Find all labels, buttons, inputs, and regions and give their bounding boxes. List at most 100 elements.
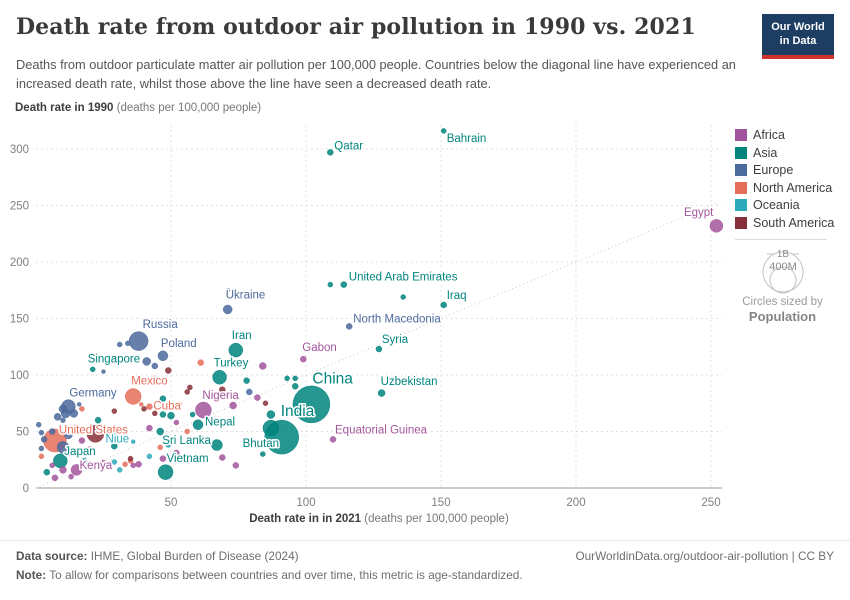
data-point[interactable] (243, 377, 250, 384)
data-point[interactable] (38, 429, 45, 436)
legend-item-europe[interactable]: Europe (735, 164, 835, 177)
data-point[interactable] (40, 436, 48, 443)
data-point[interactable] (196, 435, 205, 444)
data-point[interactable] (60, 417, 66, 423)
data-point[interactable] (189, 411, 196, 418)
data-point[interactable] (122, 461, 128, 468)
data-point[interactable] (59, 466, 67, 474)
data-point-iraq[interactable] (440, 301, 447, 309)
data-point-united-states[interactable] (43, 428, 67, 453)
data-point[interactable] (229, 401, 237, 410)
data-point-bahrain[interactable] (440, 128, 447, 134)
data-point-nepal[interactable] (192, 419, 204, 430)
data-point[interactable] (111, 459, 118, 465)
data-point[interactable] (68, 473, 74, 480)
data-point[interactable] (85, 446, 95, 455)
data-point-germany[interactable] (61, 399, 76, 414)
data-point[interactable] (48, 428, 56, 435)
data-point-qatar[interactable] (327, 149, 334, 156)
data-point[interactable] (232, 462, 240, 469)
data-point[interactable] (167, 411, 175, 420)
data-point[interactable] (159, 411, 167, 418)
data-point[interactable] (165, 367, 172, 374)
data-point[interactable] (254, 394, 261, 401)
data-point[interactable] (152, 410, 158, 417)
data-point[interactable] (146, 424, 153, 432)
data-point[interactable] (35, 421, 42, 428)
data-point-iran[interactable] (228, 342, 244, 358)
data-point[interactable] (176, 401, 182, 408)
data-point[interactable] (108, 437, 115, 444)
data-point[interactable] (94, 416, 102, 424)
data-point[interactable] (262, 419, 280, 437)
data-point[interactable] (76, 402, 82, 407)
legend-item-oceania[interactable]: Oceania (735, 199, 835, 212)
data-point[interactable] (400, 294, 406, 300)
data-point[interactable] (56, 441, 70, 454)
data-point-uzbekistan[interactable] (377, 389, 386, 397)
data-point[interactable] (165, 442, 172, 448)
data-point-ukraine[interactable] (222, 304, 233, 315)
data-point[interactable] (219, 454, 226, 461)
data-point[interactable] (38, 445, 45, 452)
data-point[interactable] (246, 388, 253, 396)
owid-link[interactable]: OurWorldinData.org/outdoor-air-pollution… (575, 549, 834, 563)
data-point[interactable] (142, 357, 151, 366)
data-point[interactable] (125, 340, 131, 347)
data-point[interactable] (266, 410, 276, 419)
data-point-united-arab-emirates[interactable] (340, 281, 348, 288)
data-point[interactable] (79, 406, 85, 412)
data-point[interactable] (291, 383, 299, 390)
data-point-niue[interactable] (130, 439, 136, 444)
data-point[interactable] (81, 457, 88, 465)
data-point-bhutan[interactable] (260, 451, 266, 457)
data-point[interactable] (135, 461, 142, 468)
data-point[interactable] (173, 419, 180, 426)
data-point-equatorial-guinea[interactable] (329, 436, 337, 443)
data-point[interactable] (100, 459, 107, 467)
data-point[interactable] (219, 386, 226, 393)
data-point-poland[interactable] (157, 350, 169, 362)
data-point-syria[interactable] (375, 345, 383, 353)
data-point[interactable] (60, 408, 71, 419)
data-point[interactable] (159, 455, 167, 462)
data-point[interactable] (292, 375, 298, 382)
data-point[interactable] (225, 288, 230, 293)
data-point[interactable] (151, 362, 159, 370)
legend-item-asia[interactable]: Asia (735, 146, 835, 160)
data-point-sri-lanka[interactable] (211, 439, 223, 451)
data-point[interactable] (156, 427, 164, 436)
data-point[interactable] (327, 281, 334, 288)
data-point[interactable] (43, 468, 51, 476)
legend-item-africa[interactable]: Africa (735, 129, 835, 142)
data-point-gabon[interactable] (300, 355, 307, 363)
data-point[interactable] (53, 413, 62, 421)
data-point[interactable] (116, 467, 123, 473)
data-point[interactable] (69, 409, 79, 418)
data-point-egypt[interactable] (709, 219, 724, 233)
data-point-turkey[interactable] (212, 370, 227, 385)
data-point-singapore[interactable] (89, 366, 96, 373)
data-point[interactable] (184, 389, 190, 395)
data-point-russia[interactable] (128, 331, 149, 351)
data-point-vietnam[interactable] (157, 464, 174, 480)
data-point[interactable] (141, 406, 147, 412)
data-point-japan[interactable] (53, 453, 68, 469)
data-point-mexico[interactable] (124, 388, 142, 405)
data-point[interactable] (111, 442, 118, 450)
data-point[interactable] (187, 384, 193, 391)
data-point[interactable] (197, 359, 204, 366)
data-point[interactable] (159, 395, 167, 402)
data-point[interactable] (139, 402, 144, 407)
data-point[interactable] (38, 453, 45, 460)
data-point[interactable] (49, 462, 55, 469)
data-point[interactable] (101, 369, 106, 374)
data-point[interactable] (116, 341, 123, 348)
legend-item-south-america[interactable]: South America (735, 216, 835, 230)
data-point-cuba[interactable] (146, 403, 153, 410)
data-point-india[interactable] (264, 419, 299, 455)
data-point[interactable] (130, 462, 136, 469)
data-point[interactable] (127, 458, 134, 464)
data-point-kenya[interactable] (70, 464, 83, 476)
data-point[interactable] (157, 444, 163, 451)
